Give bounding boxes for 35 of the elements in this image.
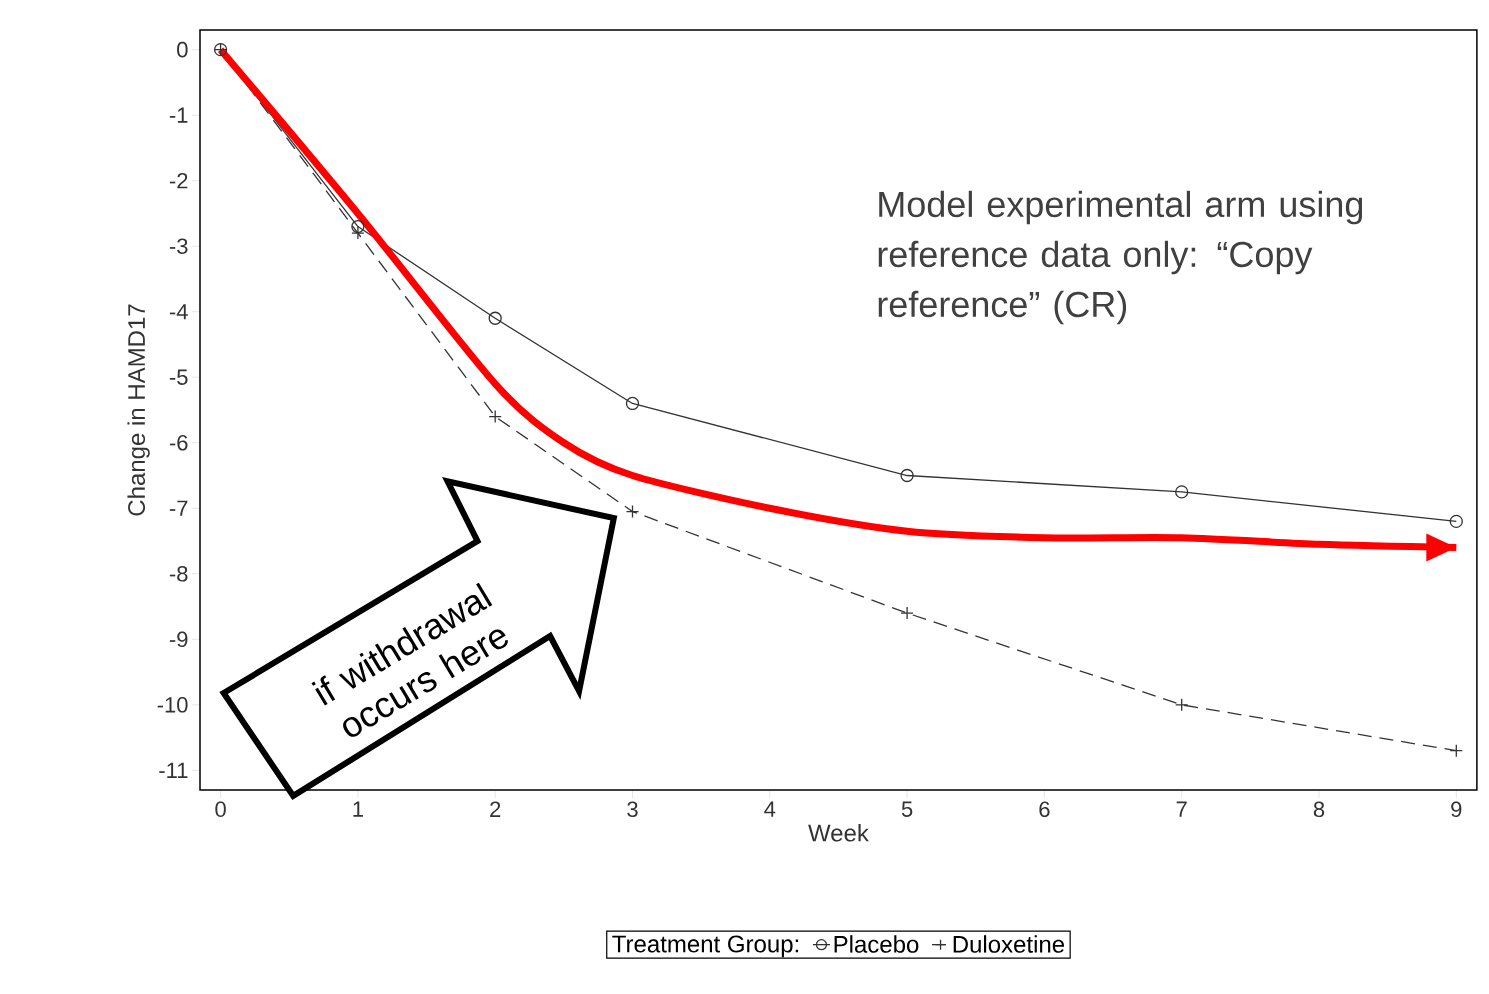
y-tick-label: -11: [159, 762, 188, 778]
point: [488, 311, 502, 325]
y-axis-title: Change in HAMD17: [127, 304, 150, 516]
point: [1175, 485, 1189, 499]
x-tick-label: 5: [901, 801, 913, 817]
point: [351, 219, 365, 234]
y-tick-label: -4: [169, 304, 188, 320]
y-tick-label: -8: [169, 566, 188, 582]
legend-label: Duloxetine: [953, 935, 1065, 953]
legend-label: Placebo: [834, 935, 919, 953]
x-tick-label: 6: [1039, 801, 1050, 818]
y-tick-label: -10: [157, 697, 188, 713]
y-tick-label: -7: [169, 500, 188, 516]
x-tick-label: 9: [1451, 801, 1462, 818]
point: [900, 468, 914, 483]
y-tick-label: -1: [169, 107, 188, 123]
y-tick-label: -3: [169, 238, 188, 254]
annotation: Model experimental arm using reference data only: “Copy reference” (CR): [878, 190, 1363, 325]
y-tick-label: -5: [169, 369, 188, 385]
point: [625, 396, 640, 411]
point: [1449, 514, 1463, 529]
y-tick-label: -6: [169, 434, 188, 451]
x-tick-label: 2: [490, 801, 501, 817]
x-tick-label: 0: [215, 801, 226, 818]
legend-title: Treatment Group:: [612, 935, 799, 958]
y-tick-label: 0: [177, 41, 188, 58]
x-axis-title: Week: [808, 823, 869, 842]
point: [625, 504, 640, 519]
x-tick-label: 7: [1176, 801, 1187, 817]
y-tick-label: -2: [169, 173, 188, 189]
x-tick-label: 3: [627, 801, 638, 818]
x-tick-label: 1: [353, 801, 363, 817]
x-tick-label: 4: [764, 801, 776, 817]
x-tick-label: 8: [1313, 801, 1325, 818]
y-tick-label: -9: [169, 631, 188, 648]
